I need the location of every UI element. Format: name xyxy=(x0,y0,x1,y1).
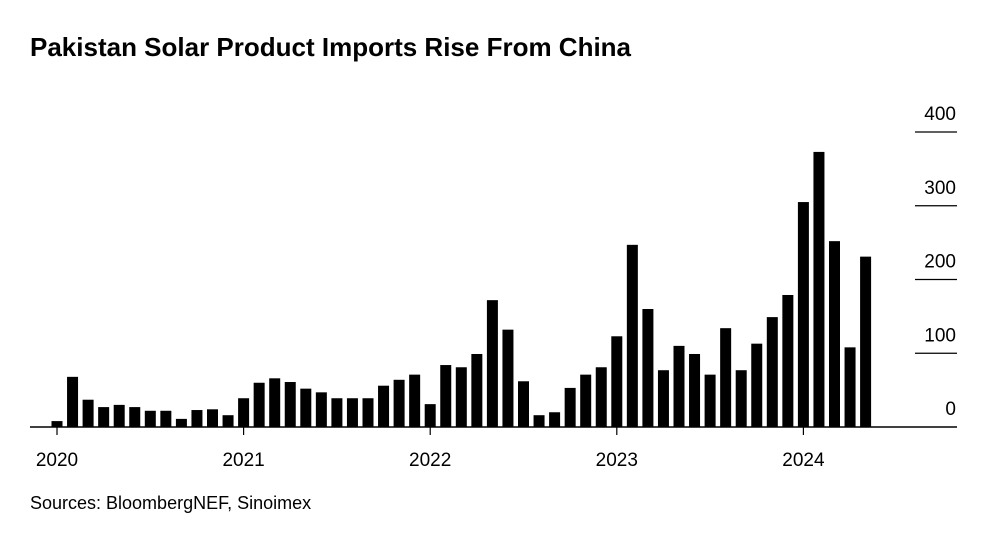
bar xyxy=(160,410,172,427)
bar xyxy=(269,378,281,427)
bar xyxy=(766,317,778,427)
bar xyxy=(207,409,218,427)
bar xyxy=(751,343,763,427)
bar xyxy=(284,382,296,427)
x-tick-label: 2024 xyxy=(782,450,825,471)
bar xyxy=(611,336,623,427)
bar xyxy=(129,407,141,427)
bar xyxy=(346,398,358,427)
bar xyxy=(98,407,110,427)
y-tick-label: 100 xyxy=(924,325,956,346)
bar xyxy=(393,379,405,427)
bar xyxy=(720,328,732,427)
bar xyxy=(331,398,343,427)
bar xyxy=(67,376,79,427)
bar xyxy=(222,415,234,427)
bar xyxy=(315,392,327,427)
bar xyxy=(689,353,701,427)
chart-title: Pakistan Solar Product Imports Rise From… xyxy=(30,32,632,62)
bar xyxy=(362,398,374,427)
bar xyxy=(782,294,794,427)
bar xyxy=(813,151,825,427)
bar xyxy=(455,367,467,427)
bar xyxy=(657,370,669,427)
bar xyxy=(564,387,576,427)
bar xyxy=(580,374,592,427)
bar xyxy=(829,241,840,427)
x-tick-label: 2022 xyxy=(409,450,451,471)
bar xyxy=(704,374,716,427)
y-tick-label: 0 xyxy=(945,399,956,420)
bar xyxy=(424,404,436,427)
bar xyxy=(860,256,872,427)
bar xyxy=(51,421,63,427)
bar xyxy=(113,404,125,427)
bar xyxy=(626,244,638,427)
bar xyxy=(642,309,654,427)
bar xyxy=(673,345,685,427)
bar xyxy=(797,202,809,427)
source-note: Sources: BloombergNEF, Sinoimex xyxy=(30,493,311,513)
bar xyxy=(300,388,312,427)
x-tick-label: 2021 xyxy=(222,450,264,471)
y-tick-label: 200 xyxy=(924,252,956,273)
bar xyxy=(191,410,203,427)
bar xyxy=(440,365,452,427)
bar xyxy=(238,398,250,427)
x-tick-label: 2020 xyxy=(36,450,78,471)
bar xyxy=(253,382,265,427)
bar xyxy=(82,399,94,427)
x-tick-label: 2023 xyxy=(596,450,638,471)
bar xyxy=(533,415,545,427)
y-tick-label: 300 xyxy=(924,178,956,199)
bar xyxy=(735,370,747,427)
bar xyxy=(486,300,498,427)
bar xyxy=(409,374,421,427)
bar xyxy=(549,412,561,427)
bar xyxy=(518,381,529,427)
bar xyxy=(844,347,856,427)
bar xyxy=(144,410,156,427)
y-tick-label: 400 xyxy=(924,104,956,125)
bar xyxy=(502,329,514,427)
bar xyxy=(175,418,187,427)
bar xyxy=(378,385,390,427)
bar xyxy=(595,367,607,427)
bar xyxy=(471,353,483,427)
